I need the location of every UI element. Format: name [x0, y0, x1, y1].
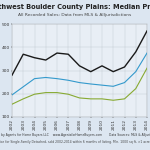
Text: All Recorded Sales: Data from MLS & Alljurisdictions: All Recorded Sales: Data from MLS & Allj… — [18, 13, 132, 17]
Text: Median Price for Single-Family Detached, sold 2002-2014 within 6 months of listi: Median Price for Single-Family Detached,… — [0, 140, 150, 144]
Text: Northwest Boulder County Plains: Median Prices: Northwest Boulder County Plains: Median … — [0, 4, 150, 10]
Text: Compiled by Agents for Home Buyers LLC    www.AgentsforHomeBuyers.com       Data: Compiled by Agents for Home Buyers LLC w… — [0, 133, 150, 137]
